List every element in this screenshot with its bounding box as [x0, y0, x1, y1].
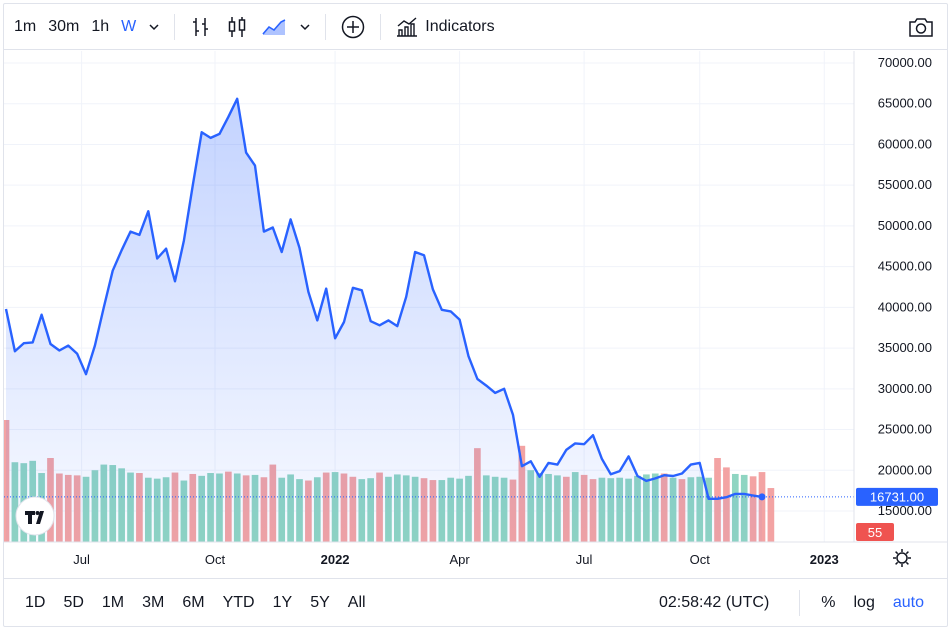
y-tick-label: 50000.00 — [878, 218, 932, 233]
y-tick-label: 20000.00 — [878, 462, 932, 477]
range-5y[interactable]: 5Y — [310, 593, 330, 611]
bottom-toolbar: 1D 5D 1M 3M 6M YTD 1Y 5Y All 02:58:42 (U… — [4, 578, 947, 626]
volume-bar — [767, 488, 775, 542]
x-tick-label: Apr — [449, 552, 470, 567]
interval-1m[interactable]: 1m — [14, 17, 37, 35]
price-area-fill — [6, 98, 762, 543]
y-tick-label: 15000.00 — [878, 503, 932, 518]
time-axis[interactable]: Jul Oct 2022 Apr Jul Oct 2023 — [4, 541, 947, 567]
chevron-down-icon — [149, 23, 159, 30]
toolbar-separator — [380, 13, 382, 40]
y-tick-label: 35000.00 — [878, 340, 932, 355]
y-tick-label: 70000.00 — [878, 55, 932, 70]
percent-scale-button[interactable]: % — [821, 594, 836, 611]
price-chart[interactable]: 70000.00 65000.00 60000.00 55000.00 50000.00… — [2, 51, 947, 577]
x-tick-label: Jul — [73, 552, 90, 567]
volume-badge: 55 — [856, 523, 894, 541]
last-price-dot — [758, 493, 766, 501]
range-1y[interactable]: 1Y — [272, 593, 293, 611]
x-tick-label: Jul — [576, 552, 593, 567]
interval-w[interactable]: W — [121, 17, 137, 35]
utc-clock[interactable]: 02:58:42 (UTC) — [659, 594, 770, 611]
volume-badge-text: 55 — [868, 525, 882, 540]
scale-controls: % log auto — [799, 579, 933, 627]
price-badge-text: 16731.00 — [870, 489, 924, 504]
x-tick-label: 2023 — [810, 552, 839, 567]
price-axis[interactable]: 70000.00 65000.00 60000.00 55000.00 50000.00… — [853, 51, 932, 542]
interval-30m[interactable]: 30m — [48, 17, 80, 35]
interval-1h[interactable]: 1h — [91, 17, 110, 35]
settings-gear[interactable] — [893, 549, 911, 567]
chart-type-dropdown[interactable] — [293, 10, 317, 44]
gear-icon — [896, 552, 908, 564]
range-5d[interactable]: 5D — [63, 593, 84, 611]
x-tick-label: 2022 — [321, 552, 350, 567]
y-tick-label: 25000.00 — [878, 422, 932, 437]
range-1d[interactable]: 1D — [25, 593, 46, 611]
x-tick-label: Oct — [205, 552, 226, 567]
y-tick-label: 60000.00 — [878, 136, 932, 151]
log-scale-button[interactable]: log — [853, 594, 875, 611]
separator — [799, 590, 801, 616]
volume-bar — [2, 420, 10, 542]
y-tick-label: 65000.00 — [878, 96, 932, 111]
range-all[interactable]: All — [347, 593, 366, 611]
y-tick-label: 45000.00 — [878, 259, 932, 274]
compare-button[interactable] — [334, 10, 372, 44]
price-badge: 16731.00 — [856, 487, 938, 506]
widget-frame — [3, 3, 948, 627]
chevron-down-icon — [300, 23, 310, 30]
top-toolbar: 1m 30m 1h W Indicators — [4, 4, 947, 50]
range-ytd[interactable]: YTD — [222, 593, 255, 611]
indicators-label: Indicators — [425, 17, 495, 35]
y-tick-label: 55000.00 — [878, 177, 932, 192]
toolbar-separator — [174, 13, 176, 40]
indicators-button[interactable]: Indicators — [389, 10, 500, 44]
area-chart-type-button[interactable] — [255, 10, 293, 44]
candles-icon — [229, 16, 246, 37]
range-1m[interactable]: 1M — [101, 593, 125, 611]
auto-scale-button[interactable]: auto — [892, 594, 924, 611]
y-tick-label: 30000.00 — [878, 381, 932, 396]
interval-dropdown[interactable] — [142, 10, 166, 44]
candles-chart-type-button[interactable] — [219, 10, 255, 44]
range-3m[interactable]: 3M — [142, 593, 165, 611]
x-tick-label: Oct — [690, 552, 711, 567]
bars-icon — [193, 17, 209, 36]
tradingview-logo[interactable] — [15, 496, 55, 536]
y-tick-label: 40000.00 — [878, 299, 932, 314]
bar-chart-type-button[interactable] — [183, 10, 219, 44]
screenshot-button[interactable] — [901, 10, 941, 44]
indicators-icon — [397, 16, 418, 37]
price-line — [4, 97, 763, 500]
plus-circle-icon — [342, 15, 365, 38]
camera-icon — [909, 17, 933, 37]
chart-area[interactable]: 70000.00 65000.00 60000.00 55000.00 50000.00… — [2, 51, 947, 577]
range-6m[interactable]: 6M — [182, 593, 205, 611]
area-icon — [262, 18, 286, 35]
toolbar-separator — [325, 13, 327, 40]
